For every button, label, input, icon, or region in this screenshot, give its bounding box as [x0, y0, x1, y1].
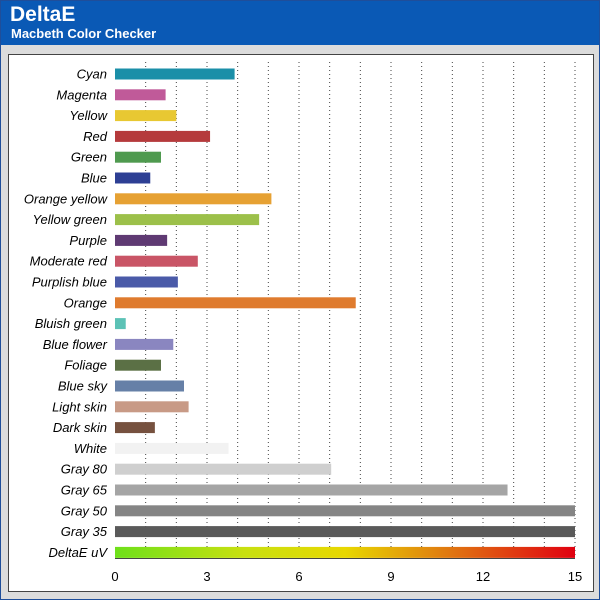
bar-blue — [115, 172, 151, 184]
chart-subtitle: Macbeth Color Checker — [11, 26, 157, 41]
x-tick-label: 15 — [568, 569, 582, 584]
category-label: Green — [71, 150, 107, 165]
x-tick-label: 12 — [476, 569, 490, 584]
category-label: Gray 80 — [61, 462, 108, 477]
bar-moderate-red — [115, 255, 198, 267]
category-label: Blue — [81, 171, 107, 186]
bar-bluish-green — [115, 318, 126, 330]
category-label: Purple — [69, 233, 107, 248]
bar-red — [115, 130, 211, 142]
chart-header: DeltaE Macbeth Color Checker — [1, 1, 599, 45]
bar-green — [115, 151, 161, 163]
bar-blue-sky — [115, 380, 184, 392]
x-tick-label: 0 — [111, 569, 118, 584]
bar-cyan — [115, 68, 235, 80]
category-label: Blue sky — [58, 379, 109, 394]
bar-deltae-uv — [115, 546, 575, 558]
x-tick-label: 3 — [203, 569, 210, 584]
bar-yellow — [115, 110, 177, 122]
category-label: Bluish green — [35, 316, 107, 331]
chart-title: DeltaE — [10, 3, 76, 26]
bar-light-skin — [115, 401, 189, 413]
bar-gray-35 — [115, 526, 575, 538]
bar-gray-50 — [115, 505, 575, 517]
bar-gray-65 — [115, 484, 508, 496]
category-label: Yellow green — [33, 212, 107, 227]
category-label: Gray 50 — [61, 503, 108, 518]
bar-purple — [115, 234, 168, 246]
category-label: Orange yellow — [24, 191, 109, 206]
x-tick-label: 9 — [387, 569, 394, 584]
bar-yellow-green — [115, 214, 260, 226]
plot-area — [8, 54, 594, 592]
bar-white — [115, 442, 229, 454]
category-label: Yellow — [69, 108, 108, 123]
category-label: Light skin — [52, 399, 107, 414]
category-label: Foliage — [64, 358, 107, 373]
category-label: Red — [83, 129, 108, 144]
category-label: Gray 65 — [61, 483, 108, 498]
bar-magenta — [115, 89, 166, 101]
category-label: Orange — [64, 295, 107, 310]
category-label: Purplish blue — [32, 275, 107, 290]
category-label: Moderate red — [30, 254, 108, 269]
x-tick-label: 6 — [295, 569, 302, 584]
category-label: Cyan — [77, 67, 107, 82]
bar-foliage — [115, 359, 161, 371]
category-label: Blue flower — [43, 337, 108, 352]
category-label: DeltaE uV — [48, 545, 108, 560]
bar-orange-yellow — [115, 193, 272, 205]
bar-dark-skin — [115, 422, 155, 434]
bar-orange — [115, 297, 356, 309]
bar-blue-flower — [115, 338, 174, 350]
category-label: Magenta — [56, 87, 107, 102]
category-label: White — [74, 441, 107, 456]
category-label: Gray 35 — [61, 524, 108, 539]
category-label: Dark skin — [53, 420, 107, 435]
bar-gray-80 — [115, 463, 332, 475]
bar-purplish-blue — [115, 276, 178, 288]
